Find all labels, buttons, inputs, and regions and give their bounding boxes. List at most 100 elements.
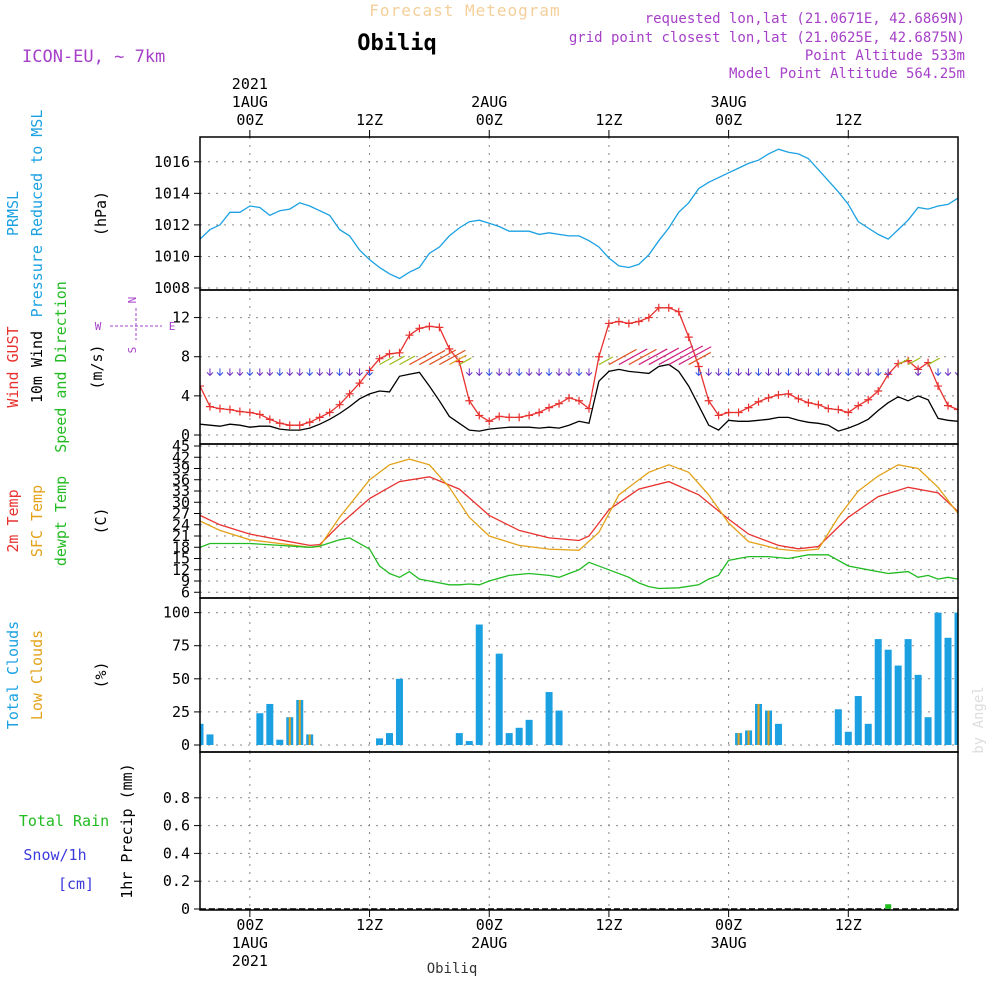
pressure-data — [200, 148, 958, 280]
temperature-ytick-label: 27 — [172, 505, 190, 523]
top-time-label: 12Z — [595, 111, 622, 129]
wind-arrow — [815, 368, 822, 377]
gust-marker — [864, 395, 873, 404]
bottom-time-label: 2021 — [232, 952, 268, 970]
gust-marker — [954, 405, 958, 414]
gust-marker — [964, 411, 972, 419]
gust-marker — [874, 386, 883, 395]
pressure-unit-label: (hPa) — [92, 191, 110, 236]
wind-arrow — [874, 368, 882, 377]
temperature-ytick-label: 21 — [172, 527, 190, 545]
total-cloud-bar — [874, 639, 882, 745]
model-altitude: Model Point Altitude 564.25m — [729, 66, 965, 82]
total-cloud-bar — [884, 649, 892, 745]
temperature-series-sfc — [200, 458, 958, 552]
clouds-ytick-label: 100 — [163, 604, 190, 622]
wind-arrow — [765, 368, 772, 377]
pressure-ytick-label: 1012 — [154, 216, 190, 234]
temperature-ytick-label: 18 — [172, 538, 190, 556]
gust-marker — [325, 408, 334, 417]
wind-arrow — [409, 351, 433, 366]
wind-panel: 0 4 8 12 Wind GUST 10m Wind Speed and Directio… — [4, 281, 972, 453]
gust-marker — [435, 323, 444, 332]
wind-ytick-label: 0 — [181, 426, 190, 444]
wind-arrow — [475, 368, 483, 377]
credit-text: by Angel — [971, 686, 987, 753]
wind-arrow — [608, 348, 637, 366]
gust-marker — [674, 307, 683, 316]
total-cloud-bar — [206, 734, 214, 745]
location-title: Obiliq — [357, 31, 436, 56]
wind-arrow — [745, 368, 752, 377]
total-cloud-bar — [864, 723, 872, 745]
gust-marker — [604, 319, 613, 328]
temperature-data — [200, 458, 958, 590]
temperature-unit-label: (C) — [92, 507, 110, 534]
gust-marker — [654, 303, 663, 312]
gust-marker — [644, 313, 653, 322]
wind-data — [200, 303, 972, 432]
wind-arrow — [705, 368, 713, 377]
gust-marker — [265, 415, 274, 424]
wind-arrow — [246, 368, 254, 377]
total-cloud-bar — [944, 637, 952, 745]
clouds-panel: 0 25 50 75 100 Total Clouds Low Clouds (%) — [4, 597, 959, 754]
chart-title: Forecast Meteogram — [369, 1, 560, 20]
wind-arrow — [954, 368, 958, 377]
total-cloud-bar — [495, 653, 503, 745]
gust-marker — [475, 411, 484, 420]
requested-coords: requested lon,lat (21.0671E, 42.6869N) — [645, 11, 965, 27]
top-time-label: 1AUG — [232, 93, 268, 111]
bottom-time-label: 3AUG — [711, 934, 747, 952]
wind-arrow — [535, 368, 543, 377]
wind-arrow — [545, 368, 553, 377]
bottom-time-label: 12Z — [595, 916, 622, 934]
clouds-ylabel-1: Low Clouds — [28, 630, 46, 720]
wind-arrow — [399, 355, 416, 366]
gust-marker — [565, 393, 574, 402]
bottom-time-label: 00Z — [715, 916, 742, 934]
gust-marker — [834, 405, 843, 414]
wind-arrow — [449, 354, 467, 366]
compass-east: E — [169, 320, 176, 333]
low-cloud-bar — [308, 734, 311, 745]
footer-location: Obiliq — [427, 961, 478, 977]
wind-arrow — [419, 349, 446, 366]
pressure-series-0 — [200, 148, 958, 280]
gust-marker — [335, 400, 344, 409]
wind-arrow — [429, 349, 457, 366]
temperature-ytick-label: 42 — [172, 448, 190, 466]
wind-arrow — [735, 368, 742, 377]
clouds-ylabel-0: Total Clouds — [4, 621, 22, 729]
gust-marker — [944, 401, 953, 410]
wind-arrow — [306, 368, 314, 377]
wind-arrow — [276, 368, 284, 377]
wind-arrow — [206, 368, 214, 377]
wind-ytick-label: 8 — [181, 348, 190, 366]
wind-arrow — [336, 368, 343, 377]
total-cloud-bar — [505, 733, 513, 745]
wind-arrow — [965, 368, 971, 375]
total-cloud-bar — [525, 719, 533, 745]
temperature-ytick-label: 24 — [172, 516, 190, 534]
wind-arrow — [668, 345, 704, 366]
wind-arrow — [844, 368, 852, 377]
precip-ytick-label: 0.8 — [163, 789, 190, 807]
gust-marker — [555, 399, 564, 408]
compass-west: W — [95, 320, 102, 333]
wind-arrow — [459, 357, 472, 366]
wind-arrow — [834, 368, 842, 377]
gust-marker — [824, 404, 833, 413]
total-cloud-bar — [376, 738, 384, 745]
model-name: ICON-EU, ~ 7km — [22, 47, 165, 67]
pressure-ytick-label: 1014 — [154, 184, 190, 202]
total-cloud-bar — [465, 741, 473, 745]
gust-marker — [235, 407, 244, 416]
total-cloud-bar — [475, 624, 483, 745]
wind-arrow — [379, 356, 394, 366]
total-cloud-bar — [395, 678, 403, 745]
wind-arrow — [715, 368, 722, 377]
total-cloud-bar — [386, 733, 393, 745]
